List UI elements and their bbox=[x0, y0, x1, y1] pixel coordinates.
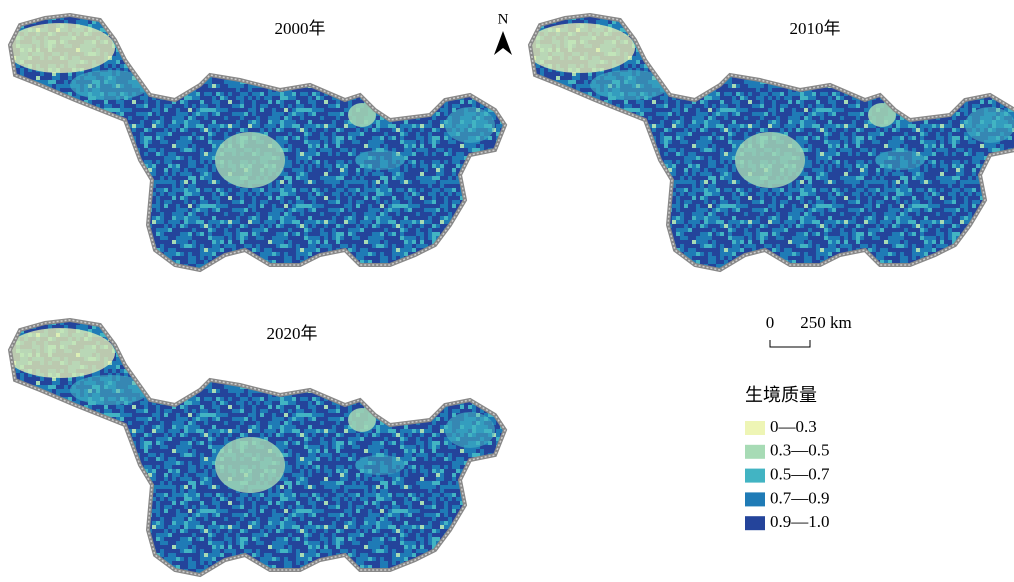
legend-label: 0.7—0.9 bbox=[770, 488, 830, 507]
map-title: 2020年 bbox=[267, 324, 318, 343]
map-2020 bbox=[0, 305, 520, 582]
legend: 0—0.3 0.3—0.5 0.5—0.7 0.7—0.9 0.9—1.0 bbox=[745, 417, 830, 531]
legend-swatch bbox=[745, 445, 765, 459]
figure: 2000年 2010年 2020年 N 0 250 km 生境质量 0—0.30… bbox=[0, 0, 1014, 582]
map-title: 2000年 bbox=[275, 19, 326, 38]
map-2010 bbox=[520, 0, 1014, 280]
page: 2000年 2010年 2020年 N 0 250 km 生境质量 0—0.30… bbox=[0, 0, 1014, 582]
map-2000 bbox=[0, 0, 520, 280]
legend-label: 0.9—1.0 bbox=[770, 512, 830, 531]
legend-swatch bbox=[745, 469, 765, 483]
legend-swatch bbox=[745, 516, 765, 530]
legend-swatch bbox=[745, 492, 765, 506]
north-arrow bbox=[494, 31, 512, 55]
scale-label: 0 bbox=[766, 313, 775, 332]
north-label: N bbox=[498, 11, 509, 27]
map-title: 2010年 bbox=[790, 19, 841, 38]
legend-title: 生境质量 bbox=[745, 385, 817, 405]
scale-bar bbox=[770, 340, 810, 347]
legend-swatch bbox=[745, 421, 765, 435]
scale-label: 250 km bbox=[800, 313, 851, 332]
legend-label: 0—0.3 bbox=[770, 417, 817, 436]
legend-label: 0.3—0.5 bbox=[770, 441, 830, 460]
legend-label: 0.5—0.7 bbox=[770, 465, 830, 484]
